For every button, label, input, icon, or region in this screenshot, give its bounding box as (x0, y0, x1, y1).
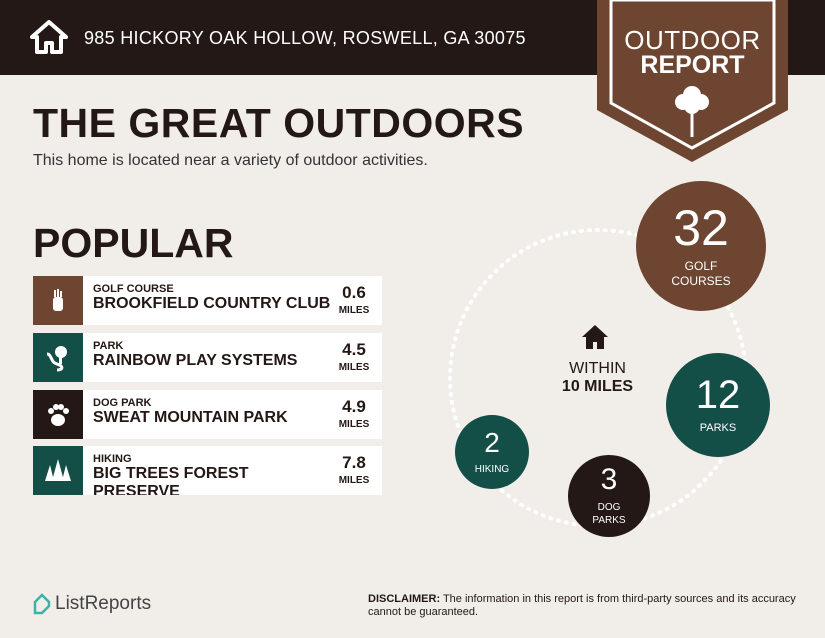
paw-icon-tile (33, 390, 83, 439)
item-distance: 4.5 MILES (338, 340, 370, 374)
item-category: DOG PARK (93, 397, 152, 409)
page-subtitle: This home is located near a variety of o… (33, 152, 428, 169)
count-label: DOG PARKS (592, 502, 626, 526)
paw-icon (48, 403, 69, 426)
count-value: 32 (673, 200, 729, 256)
item-name: BIG TREES FOREST PRESERVE (93, 465, 249, 495)
within-label: WITHIN 10 MILES (561, 360, 634, 395)
popular-item-row[interactable]: PARK RAINBOW PLAY SYSTEMS 4.5 MILES (33, 333, 382, 382)
count-circle: 12 PARKS (666, 353, 770, 457)
item-distance: 7.8 MILES (338, 453, 370, 487)
listreports-logo[interactable]: ListReports (33, 593, 151, 615)
page-title: THE GREAT OUTDOORS (33, 100, 525, 146)
count-value: 2 (484, 426, 500, 458)
park-icon (46, 345, 67, 371)
disclaimer: DISCLAIMER: The information in this repo… (368, 593, 796, 618)
count-label: PARKS (699, 422, 737, 434)
item-distance: 4.9 MILES (338, 397, 370, 431)
popular-item-row[interactable]: GOLF COURSE BROOKFIELD COUNTRY CLUB 0.6 M… (33, 276, 382, 325)
item-name: SWEAT MOUNTAIN PARK (93, 409, 288, 426)
badge-line1: OUTDOOR (624, 25, 761, 55)
count-circle: 32 GOLF COURSES (636, 181, 766, 311)
count-value: 3 (600, 463, 618, 496)
property-address: 985 HICKORY OAK HOLLOW, ROSWELL, GA 3007… (84, 28, 526, 48)
count-label: GOLF COURSES (671, 259, 731, 288)
count-circle: 2 HIKING (455, 415, 529, 489)
item-category: GOLF COURSE (93, 283, 174, 295)
item-name: RAINBOW PLAY SYSTEMS (93, 352, 298, 369)
count-circle: 3 DOG PARKS (568, 455, 650, 537)
outdoor-report-badge (597, 0, 788, 162)
logo-icon (33, 593, 51, 615)
count-value: 12 (695, 373, 741, 417)
pine-trees-icon-tile (33, 446, 83, 495)
item-distance: 0.6 MILES (338, 283, 370, 317)
home-icon (582, 325, 608, 349)
item-category: PARK (93, 340, 124, 352)
golf-bag-icon (53, 288, 63, 311)
badge-line2: REPORT (640, 51, 745, 79)
popular-item-row[interactable]: HIKING BIG TREES FOREST PRESERVE 7.8 MILE… (33, 446, 382, 495)
park-icon-tile (33, 333, 83, 382)
popular-heading: POPULAR (33, 220, 234, 266)
golf-bag-icon-tile (33, 276, 83, 325)
count-label: HIKING (474, 463, 510, 475)
popular-item-row[interactable]: DOG PARK SWEAT MOUNTAIN PARK 4.9 MILES (33, 390, 382, 439)
pine-trees-icon (45, 458, 71, 481)
item-name: BROOKFIELD COUNTRY CLUB (93, 295, 331, 312)
tree-icon (675, 86, 709, 137)
item-category: HIKING (93, 453, 132, 465)
home-icon (30, 20, 68, 54)
